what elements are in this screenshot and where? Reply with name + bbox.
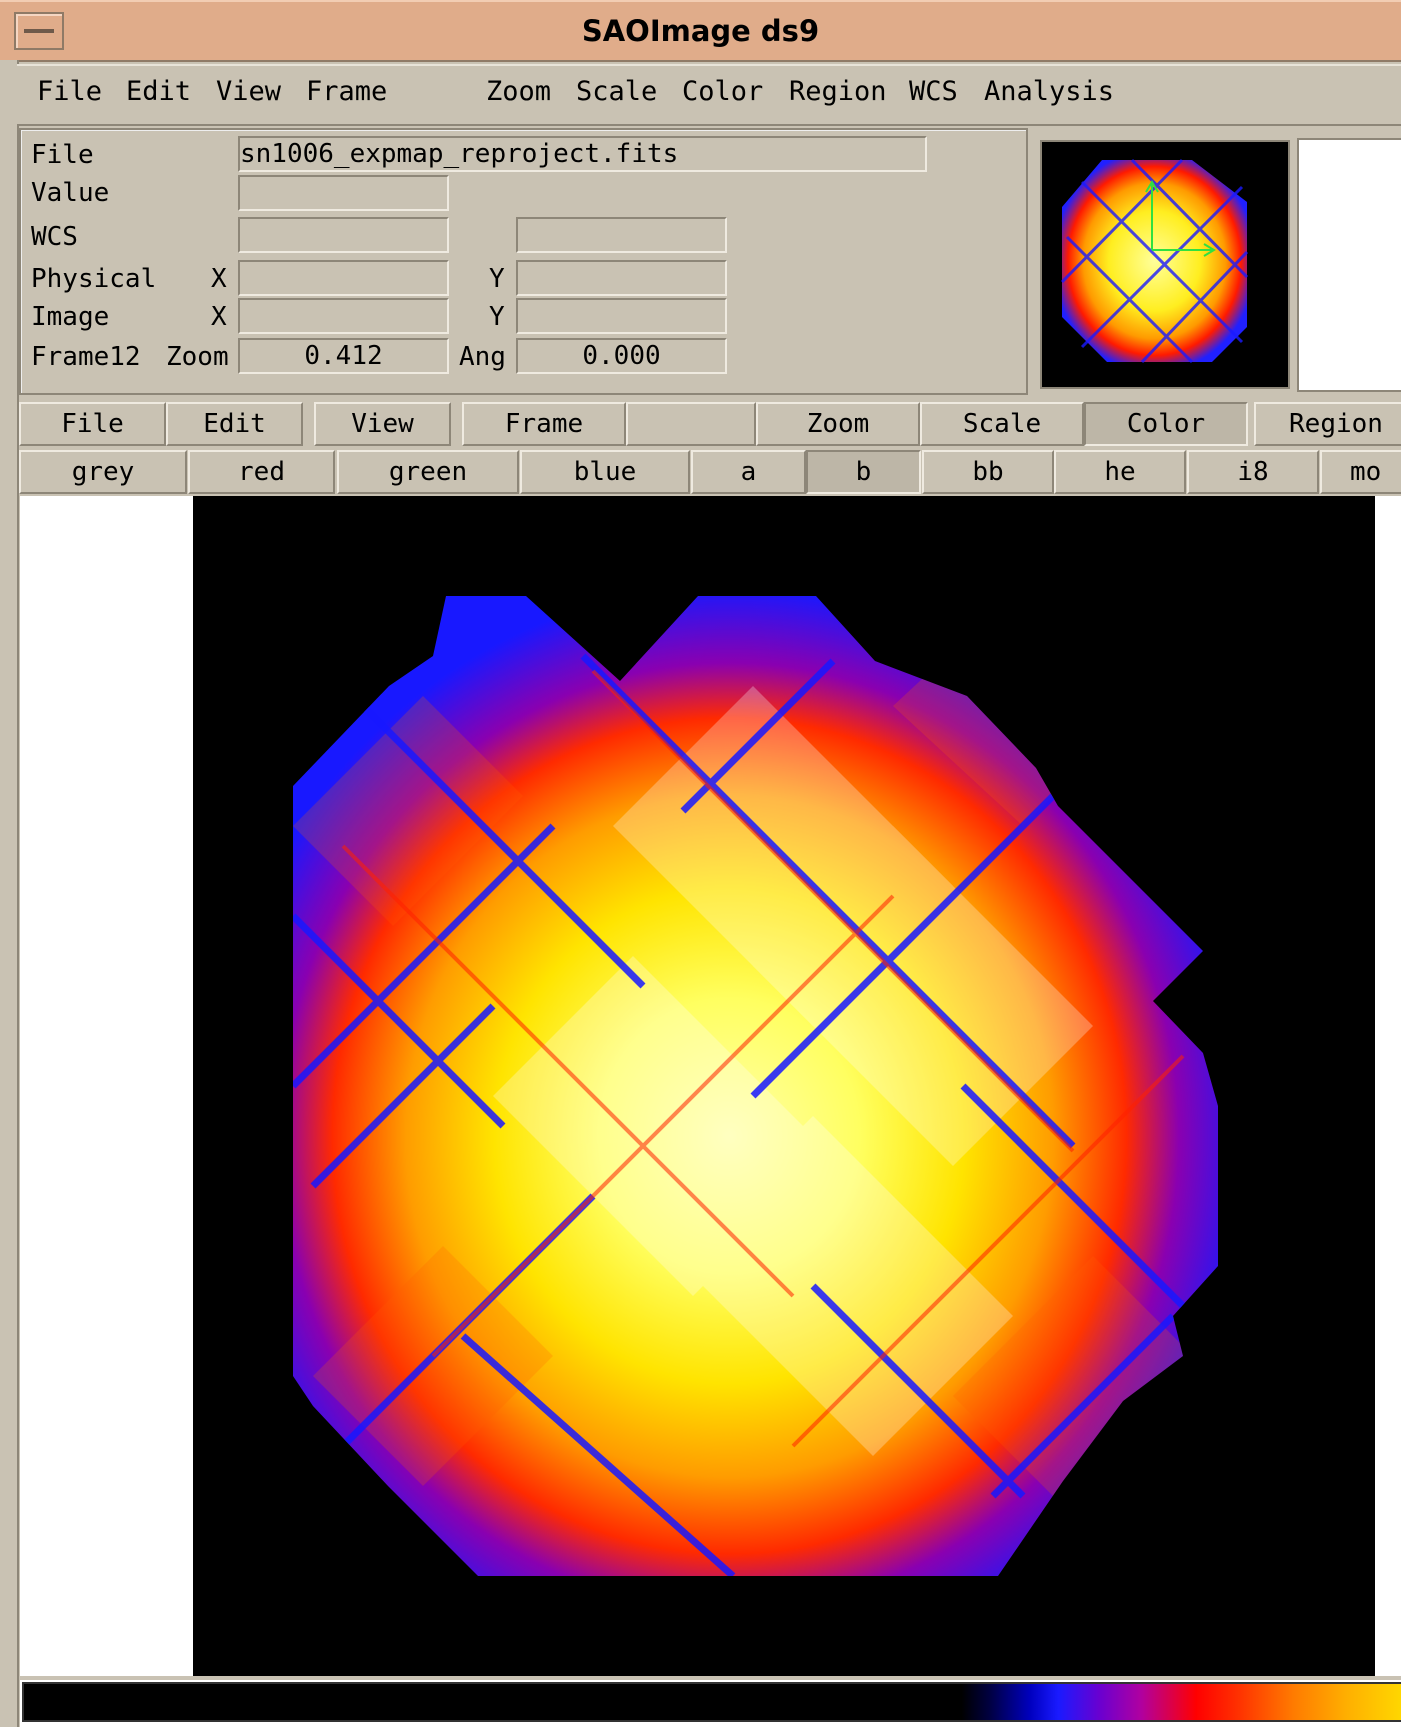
button-blank[interactable]	[626, 402, 756, 446]
button-file[interactable]: File	[19, 402, 166, 446]
colorbar[interactable]	[22, 1682, 1401, 1722]
colormap-he[interactable]: he	[1054, 450, 1186, 494]
image-x-label: X	[211, 302, 227, 332]
colormap-a[interactable]: a	[691, 450, 806, 494]
menu-analysis[interactable]: Analysis	[984, 76, 1115, 107]
button-bar: File Edit View Frame Zoom Scale Color Re…	[17, 402, 1401, 446]
image-label: Image	[31, 302, 110, 332]
exposure-map-image	[293, 596, 1218, 1576]
colormap-green[interactable]: green	[337, 450, 519, 494]
menu-wcs[interactable]: WCS	[909, 76, 958, 107]
compass-icon	[1145, 180, 1216, 257]
file-label: File	[31, 140, 94, 170]
button-scale[interactable]: Scale	[920, 402, 1084, 446]
frame-label: Frame12	[31, 342, 141, 372]
menu-file[interactable]: File	[37, 76, 103, 107]
physical-x-label: X	[211, 264, 227, 294]
button-zoom[interactable]: Zoom	[756, 402, 920, 446]
colormap-bar: grey red green blue a b bb he i8 mo	[17, 450, 1401, 494]
menu-frame[interactable]: Frame	[306, 76, 388, 107]
file-field: sn1006_expmap_reproject.fits	[238, 136, 927, 172]
physical-x-field	[238, 260, 449, 296]
value-field	[238, 175, 449, 211]
panner-view[interactable]	[1040, 140, 1290, 389]
magnifier-view	[1297, 138, 1401, 392]
menu-view[interactable]: View	[216, 76, 282, 107]
fits-image-canvas[interactable]	[193, 496, 1375, 1676]
button-frame[interactable]: Frame	[462, 402, 626, 446]
panner-thumbnail	[1060, 158, 1249, 364]
menu-bar: File Edit View Frame Zoom Scale Color Re…	[17, 64, 1401, 126]
colormap-bb[interactable]: bb	[922, 450, 1054, 494]
value-label: Value	[31, 178, 110, 208]
title-bar[interactable]: SAOImage ds9	[0, 0, 1401, 62]
colormap-mo[interactable]: mo	[1320, 450, 1401, 494]
physical-label: Physical	[31, 264, 157, 294]
button-color[interactable]: Color	[1084, 402, 1248, 446]
zoom-label: Zoom	[166, 342, 229, 372]
menu-scale[interactable]: Scale	[576, 76, 658, 107]
info-panel: File sn1006_expmap_reproject.fits Value …	[19, 128, 1028, 395]
zoom-field: 0.412	[238, 338, 449, 374]
image-display-area[interactable]	[20, 496, 1401, 1676]
colormap-blue[interactable]: blue	[520, 450, 690, 494]
button-edit[interactable]: Edit	[166, 402, 303, 446]
colormap-i8[interactable]: i8	[1187, 450, 1319, 494]
menu-color[interactable]: Color	[682, 76, 764, 107]
wcs-label: WCS	[31, 222, 78, 252]
angle-label: Ang	[459, 342, 506, 372]
menu-region[interactable]: Region	[789, 76, 887, 107]
window-border	[0, 60, 19, 1727]
button-view[interactable]: View	[314, 402, 451, 446]
colorbar-area	[20, 1680, 1401, 1727]
colormap-red[interactable]: red	[188, 450, 335, 494]
angle-field: 0.000	[516, 338, 727, 374]
wcs-x-field	[238, 217, 449, 253]
window-menu-icon[interactable]	[14, 12, 64, 50]
image-y-label: Y	[489, 302, 505, 332]
physical-y-field	[516, 260, 727, 296]
image-x-field	[238, 298, 449, 334]
window-title: SAOImage ds9	[581, 14, 820, 48]
button-region[interactable]: Region	[1254, 402, 1401, 446]
colormap-b[interactable]: b	[806, 450, 921, 494]
physical-y-label: Y	[489, 264, 505, 294]
wcs-y-field	[516, 217, 727, 253]
image-y-field	[516, 298, 727, 334]
menu-edit[interactable]: Edit	[126, 76, 192, 107]
colormap-grey[interactable]: grey	[19, 450, 187, 494]
menu-zoom[interactable]: Zoom	[486, 76, 552, 107]
